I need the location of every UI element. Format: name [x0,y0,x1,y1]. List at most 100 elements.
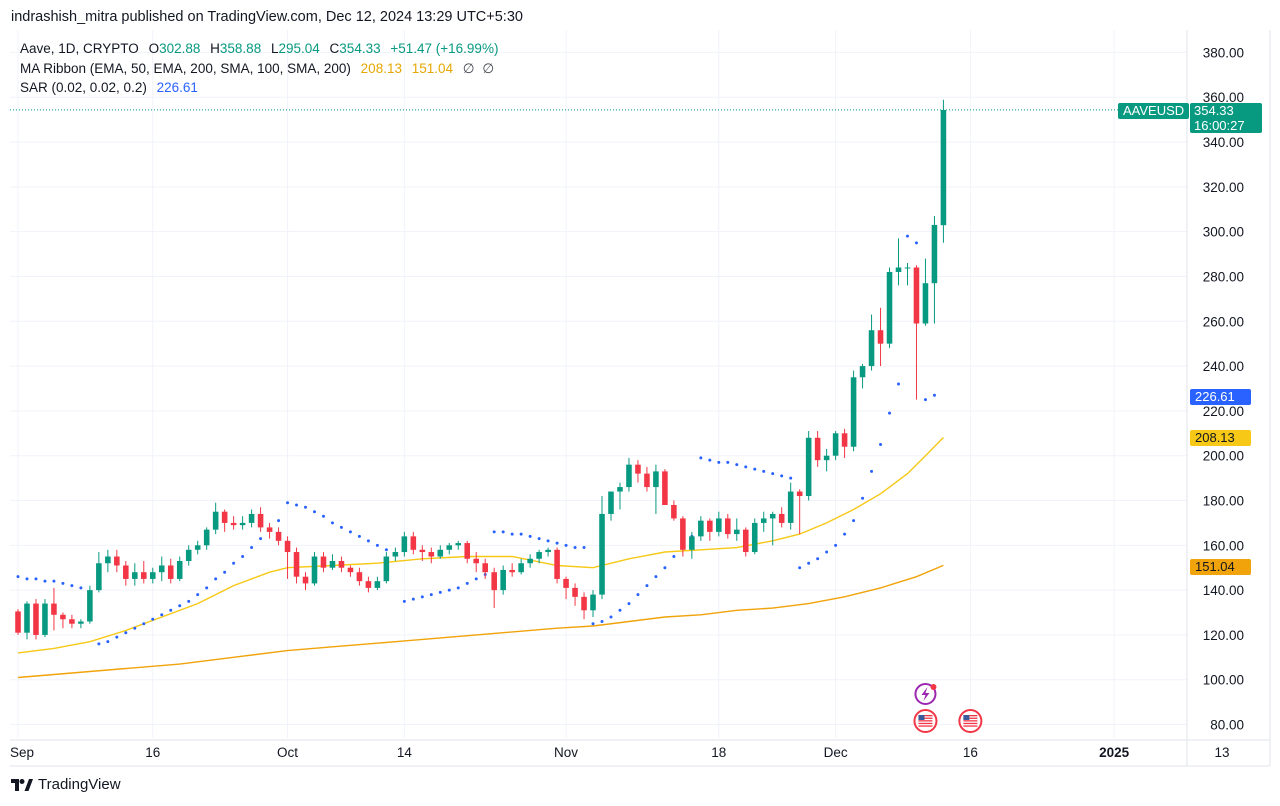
legend-sar-label[interactable]: SAR (0.02, 0.02, 0.2) [20,80,147,95]
candle-down [572,583,578,606]
sar-dot [888,411,892,415]
legend-symbol[interactable]: Aave, 1D, CRYPTO [20,41,139,56]
candle-down [320,552,327,573]
candle-up [716,511,722,537]
sar-dot [259,537,263,541]
sar-dot [573,546,577,550]
sar-dot [321,514,325,518]
candle-down [338,556,345,573]
candle-body [850,377,857,447]
flag-canton [918,715,925,720]
candle-down [302,572,309,591]
candle-body [69,619,75,624]
y-tick-label: 260.00 [1203,314,1244,329]
candle-body [275,531,282,541]
candle-body [473,558,480,564]
sar-dot [124,631,128,635]
candle-body [751,522,758,553]
sma-100-line [17,564,944,679]
candle-up [895,238,902,286]
candle-down [114,549,120,573]
candle-body [778,513,785,523]
candle-body [338,561,345,568]
candle-down [167,558,174,584]
candle-body [913,267,920,324]
candle-up [149,567,156,584]
candle-down [123,561,129,586]
sar-dot [636,593,640,597]
sar-dot [914,241,918,245]
candle-up [105,549,111,573]
candle-body [239,522,246,526]
candle-body [347,567,354,573]
candle-up [617,482,623,510]
sar-dot [645,584,649,588]
sar-dot [286,501,290,505]
candle-up [311,552,318,586]
sar-dot [411,597,415,601]
sar-dot [304,505,308,509]
sar-dot [25,577,29,581]
candle-body [51,603,57,615]
candle-up [42,599,48,638]
sar-dot [789,476,793,480]
sar-dot [429,593,433,597]
legend-open-label: O [148,41,160,56]
candle-down [419,545,426,561]
sar-dot [932,393,936,397]
candle-body [608,491,614,514]
publish-info: indrashish_mitra published on TradingVie… [11,9,523,25]
y-tick-label: 280.00 [1203,269,1244,284]
sar-dot [151,617,155,621]
legend-ma-value-1: 208.13 [360,60,402,76]
y-tick-label: 120.00 [1203,628,1244,643]
candle-up [212,502,219,535]
legend-ma-na-2: ∅ [482,60,495,76]
x-tick-label: Oct [277,745,298,760]
candle-body [554,549,560,579]
candle-body [491,572,497,591]
legend-ma-label[interactable]: MA Ribbon (EMA, 50, EMA, 200, SMA, 100, … [20,60,351,76]
sar-dot [879,442,883,446]
sar-dot [753,467,757,471]
legend-low-label: L [270,41,279,56]
candle-body [805,437,812,497]
candle-down [509,563,515,577]
sar-dot [474,577,478,581]
candle-body [545,549,551,553]
candle-up [185,545,192,566]
sar-dot [905,234,909,238]
sar-dot [61,581,65,585]
candle-body [329,561,336,568]
sar-dot [106,640,110,644]
candle-body [482,563,488,573]
candle-up [329,554,336,570]
sar-dot [205,586,209,590]
candle-body [725,518,731,535]
flag-stripe [963,717,978,719]
candle-body [680,518,686,550]
candle-body [96,563,102,591]
us-flag-event-icon [958,709,983,733]
sar-dot [852,519,856,523]
candle-down [581,592,587,620]
candle-body [266,527,273,532]
sar-dot [798,566,802,570]
sar-dot [295,503,299,507]
sar-dot [447,588,451,592]
candle-up [940,99,947,243]
candle-up [832,431,839,461]
candle-body [401,536,408,553]
sar-dot [187,599,191,603]
candle-down [60,612,66,629]
candle-body [114,556,120,566]
tradingview-logo[interactable]: TradingView [11,776,121,793]
countdown-value: 16:00:27 [1194,118,1245,133]
candle-body [635,464,641,474]
candle-down [266,522,273,539]
candle-body [185,549,192,561]
legend-row-symbol: Aave, 1D, CRYPTO O302.88 H358.88 L295.04… [20,39,498,59]
candle-up [374,576,381,591]
tradingview-brand: TradingView [38,776,121,793]
